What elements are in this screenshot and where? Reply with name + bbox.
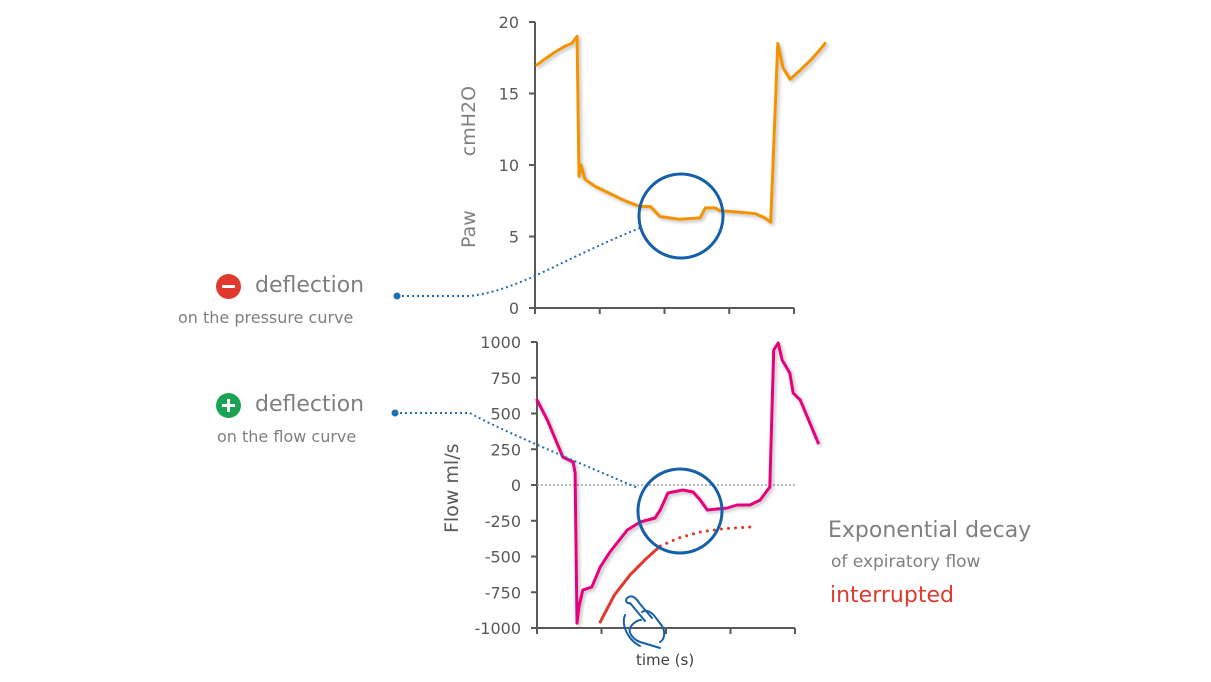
flow-deflection-highlight bbox=[636, 467, 724, 555]
pressure-series-paw bbox=[535, 34, 827, 224]
flow-y-tick-label: -750 bbox=[485, 583, 521, 602]
decay-status: interrupted bbox=[830, 583, 954, 608]
flow-ylabel: Flow bbox=[441, 489, 463, 533]
minus-icon bbox=[216, 274, 241, 299]
pressure-connector-dot bbox=[393, 292, 401, 300]
flow-deflection-subtitle: on the flow curve bbox=[217, 427, 357, 446]
flow-series-exponential-decay-extrapolated bbox=[658, 525, 752, 548]
flow-chart: -1000 -750 -500 -250 0 250 500 750 1000 bbox=[475, 333, 820, 638]
flow-y-tick-label: 0 bbox=[511, 476, 521, 495]
pressure-yunit: cmH2O bbox=[458, 85, 480, 157]
plus-icon bbox=[216, 393, 241, 418]
pressure-connector-line bbox=[397, 227, 641, 297]
flow-y-tick-label: -250 bbox=[485, 512, 521, 531]
x-axis-label: time (s) bbox=[636, 651, 695, 669]
pressure-y-axis-label: Paw cmH2O bbox=[458, 86, 480, 248]
flow-y-tick-label: 500 bbox=[490, 405, 521, 424]
pressure-deflection-subtitle: on the pressure curve bbox=[178, 308, 354, 327]
flow-y-tick-label: -1000 bbox=[475, 619, 522, 638]
pressure-ylabel: Paw bbox=[458, 210, 480, 248]
flow-connector-dot bbox=[391, 409, 399, 417]
flow-y-tick-label: -500 bbox=[485, 548, 521, 567]
pressure-y-tick-label: 10 bbox=[499, 156, 519, 175]
pressure-chart: 0 5 10 15 20 bbox=[499, 13, 827, 318]
pressure-deflection-highlight bbox=[637, 172, 725, 260]
pressure-deflection-title: deflection bbox=[255, 273, 365, 298]
pressure-y-tick-label: 5 bbox=[509, 228, 519, 247]
pressure-y-tick-label: 15 bbox=[499, 85, 519, 104]
decay-subtitle: of expiratory flow bbox=[831, 552, 981, 572]
decay-title: Exponential decay bbox=[828, 518, 1032, 543]
flow-y-tick-label: 250 bbox=[490, 440, 521, 459]
pressure-y-tick-label: 0 bbox=[509, 299, 519, 318]
flow-connector-line bbox=[395, 412, 639, 489]
flow-yunit: ml/s bbox=[441, 443, 463, 484]
flow-series-flow bbox=[535, 341, 820, 625]
pointing-hand-icon bbox=[622, 595, 666, 649]
flow-y-axis-label: Flow ml/s bbox=[441, 443, 463, 533]
flow-deflection-title: deflection bbox=[255, 392, 365, 417]
flow-y-tick-label: 750 bbox=[490, 369, 521, 388]
pressure-y-tick-label: 20 bbox=[499, 13, 519, 32]
flow-series-exponential-decay-expected bbox=[598, 544, 662, 624]
flow-y-tick-label: 1000 bbox=[480, 333, 521, 352]
